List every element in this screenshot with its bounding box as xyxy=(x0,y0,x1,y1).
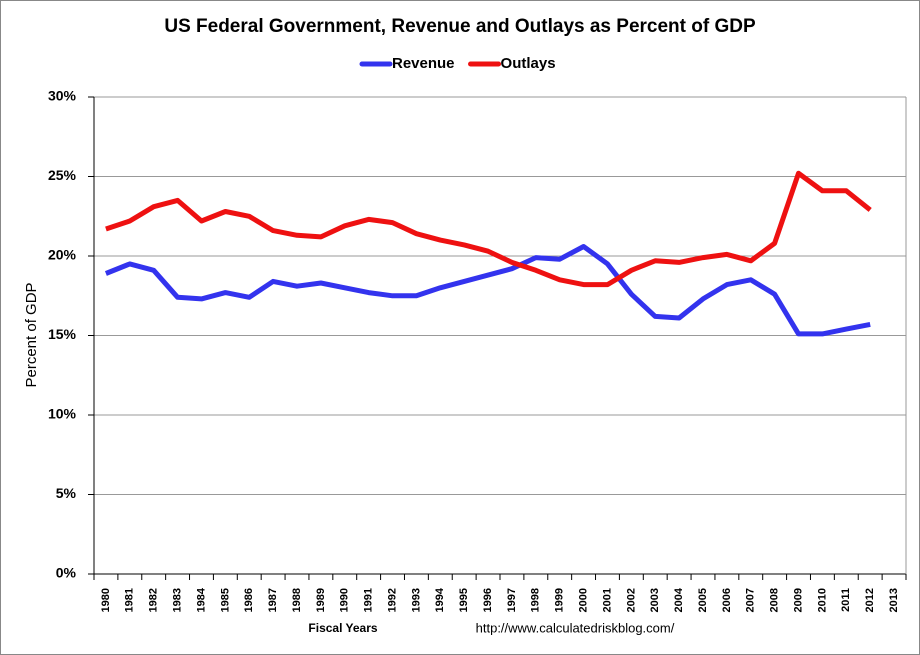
source-note: http://www.calculatedriskblog.com/ xyxy=(476,620,675,635)
series-line xyxy=(104,244,871,337)
x-tick-label: 1987 xyxy=(267,588,279,612)
x-tick-label: 2003 xyxy=(649,588,661,612)
y-axis-label: Percent of GDP xyxy=(23,282,40,387)
x-tick-label: 1999 xyxy=(554,588,566,612)
x-tick-label: 1996 xyxy=(482,588,494,612)
x-tick-label: 2012 xyxy=(864,588,876,612)
y-tick-label: 30% xyxy=(48,88,77,104)
x-tick-label: 2006 xyxy=(721,588,733,612)
x-tick-label: 2000 xyxy=(577,588,589,612)
legend-label: Revenue xyxy=(392,55,455,72)
x-tick-label: 1981 xyxy=(124,588,136,612)
x-tick-label: 1989 xyxy=(315,588,327,612)
x-tick-label: 1997 xyxy=(506,588,518,612)
y-tick-label: 15% xyxy=(48,326,77,342)
x-tick-label: 2008 xyxy=(769,588,781,612)
x-tick-label: 1994 xyxy=(434,587,446,612)
x-tick-label: 2004 xyxy=(673,587,685,612)
x-tick-label: 1995 xyxy=(458,588,470,612)
y-tick-label: 5% xyxy=(56,485,77,501)
x-tick-label: 1991 xyxy=(363,588,375,612)
y-tick-label: 10% xyxy=(48,406,77,422)
legend-label: Outlays xyxy=(501,55,556,72)
x-tick-label: 1984 xyxy=(195,587,207,612)
x-tick-label: 2013 xyxy=(888,588,900,612)
x-tick-label: 1988 xyxy=(291,588,303,612)
series-line xyxy=(105,170,872,288)
x-tick-label: 1980 xyxy=(100,588,112,612)
x-tick-label: 1992 xyxy=(386,588,398,612)
x-tick-label: 2002 xyxy=(625,588,637,612)
x-tick-label: 2007 xyxy=(745,588,757,612)
x-tick-label: 1986 xyxy=(243,588,255,612)
y-tick-label: 0% xyxy=(56,565,77,581)
x-tick-label: 1982 xyxy=(148,588,160,612)
chart-title: US Federal Government, Revenue and Outla… xyxy=(164,16,756,37)
x-tick-label: 2010 xyxy=(816,588,828,612)
x-tick-label: 2001 xyxy=(601,588,613,612)
x-axis-label: Fiscal Years xyxy=(308,621,377,635)
x-tick-label: 2009 xyxy=(792,588,804,612)
x-tick-label: 2005 xyxy=(697,588,709,612)
x-tick-label: 1993 xyxy=(410,588,422,612)
x-tick-label: 1985 xyxy=(219,588,231,612)
y-tick-label: 25% xyxy=(48,167,77,183)
x-tick-label: 1998 xyxy=(530,588,542,612)
x-tick-label: 1983 xyxy=(171,588,183,612)
x-tick-label: 2011 xyxy=(840,588,852,612)
x-tick-label: 1990 xyxy=(339,588,351,612)
y-tick-label: 20% xyxy=(48,247,77,263)
